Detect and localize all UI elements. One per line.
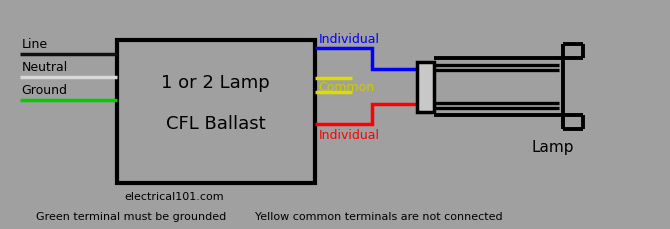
Text: Line: Line (21, 38, 48, 51)
Text: Individual: Individual (318, 129, 379, 142)
Text: Common: Common (318, 81, 375, 94)
Bar (117, 41, 315, 183)
Text: 1 or 2 Lamp: 1 or 2 Lamp (161, 74, 270, 91)
Text: Yellow common terminals are not connected: Yellow common terminals are not connecte… (255, 211, 502, 221)
Text: CFL Ballast: CFL Ballast (166, 115, 265, 133)
Text: Neutral: Neutral (21, 61, 68, 74)
Text: Lamp: Lamp (531, 139, 574, 154)
Text: Green terminal must be grounded: Green terminal must be grounded (36, 211, 226, 221)
Bar (417, 62, 434, 113)
Text: electrical101.com: electrical101.com (125, 191, 224, 201)
Text: Individual: Individual (318, 33, 379, 45)
Text: Ground: Ground (21, 84, 68, 97)
